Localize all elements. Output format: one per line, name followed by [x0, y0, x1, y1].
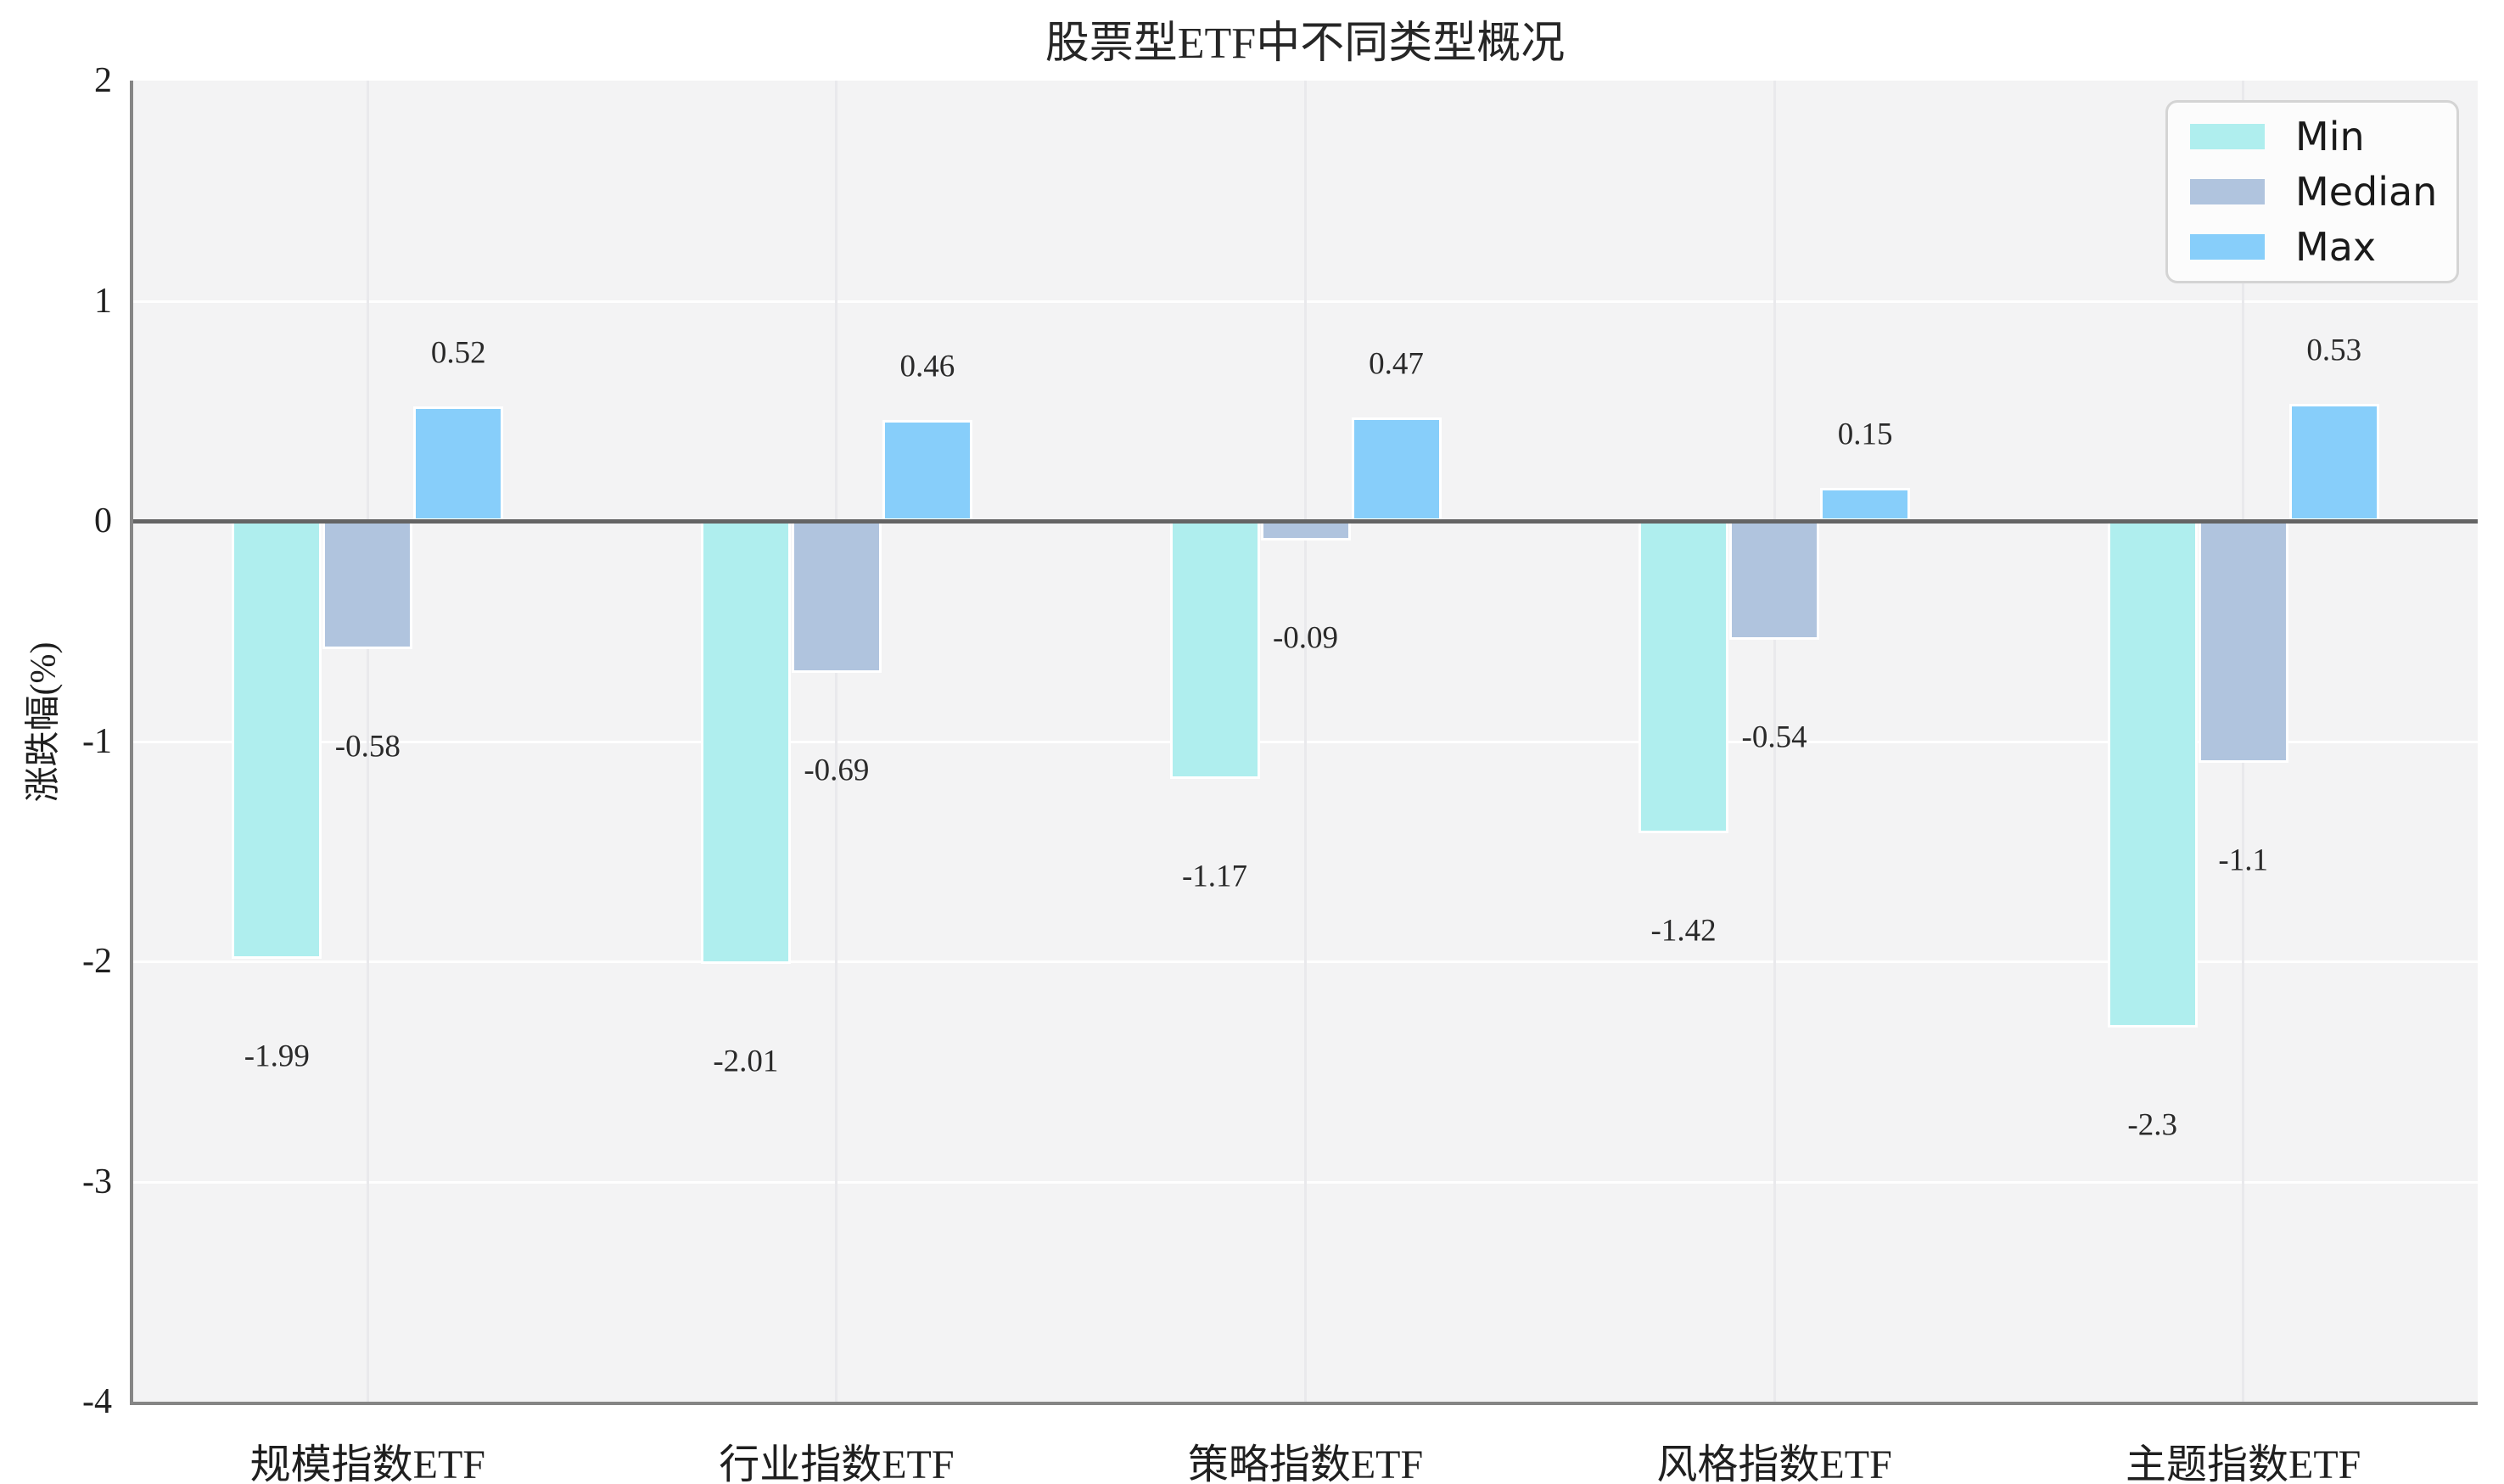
x-axis-spine [130, 1402, 2478, 1405]
y-tick-label: -3 [82, 1162, 112, 1201]
y-tick-label: -4 [82, 1382, 112, 1421]
legend-swatch-min [2190, 124, 2265, 150]
y-tick-label: 0 [94, 501, 112, 540]
bar-value-label-min-4: -1.42 [1650, 913, 1717, 949]
x-tick-label-2: 行业指数ETF [719, 1442, 955, 1484]
gridline-vertical [366, 81, 369, 1402]
gridline-vertical [1773, 81, 1776, 1402]
x-tick-label-4: 风格指数ETF [1656, 1442, 1892, 1484]
bar-value-label-max-3: 0.47 [1369, 346, 1424, 382]
legend-label-max: Max [2295, 223, 2377, 270]
bar-median-2 [791, 521, 882, 674]
legend-item-median: Median [2190, 172, 2448, 211]
bar-value-label-max-5: 0.53 [2306, 333, 2362, 368]
y-tick-label: 1 [94, 281, 112, 321]
bar-value-label-min-5: -2.3 [2127, 1107, 2177, 1143]
x-tick-label-5: 主题指数ETF [2126, 1442, 2361, 1484]
bar-median-3 [1260, 521, 1351, 541]
bar-median-1 [322, 521, 413, 649]
x-tick-label-1: 规模指数ETF [249, 1442, 485, 1484]
plot-area [133, 81, 2478, 1402]
legend-swatch-max [2190, 233, 2265, 260]
bar-max-1 [413, 406, 504, 521]
bar-value-label-median-2: -0.69 [804, 753, 870, 788]
legend-item-max: Max [2190, 227, 2448, 266]
bar-value-label-median-3: -0.09 [1272, 620, 1339, 656]
y-tick-label: -2 [82, 942, 112, 981]
y-axis-spine [130, 81, 133, 1405]
gridline-vertical [1304, 81, 1307, 1402]
zero-axis-line [133, 519, 2478, 524]
legend-label-min: Min [2295, 114, 2365, 160]
bar-value-label-min-2: -2.01 [713, 1044, 779, 1079]
legend: Min Median Max [2165, 100, 2459, 283]
bar-value-label-median-5: -1.1 [2218, 843, 2268, 878]
bar-value-label-max-1: 0.52 [430, 335, 486, 371]
bar-min-3 [1169, 521, 1260, 779]
y-tick-label: 2 [94, 61, 112, 100]
bar-min-2 [700, 521, 791, 964]
x-tick-label-3: 策略指数ETF [1187, 1442, 1424, 1484]
gridline-vertical [835, 81, 838, 1402]
bar-min-4 [1639, 521, 1729, 834]
bar-median-5 [2198, 521, 2288, 764]
bar-value-label-min-3: -1.17 [1181, 859, 1248, 894]
legend-item-min: Min [2190, 117, 2448, 156]
bar-value-label-max-4: 0.15 [1837, 417, 1893, 452]
bar-value-label-median-1: -0.58 [334, 729, 401, 764]
legend-swatch-median [2190, 178, 2265, 204]
bar-max-5 [2288, 404, 2379, 521]
bar-median-4 [1729, 521, 1820, 641]
bar-value-label-max-2: 0.46 [899, 349, 955, 384]
bar-max-2 [882, 419, 972, 521]
bar-min-1 [232, 521, 322, 960]
y-tick-label: -1 [82, 721, 112, 761]
bar-value-label-min-1: -1.99 [244, 1039, 310, 1074]
legend-label-median: Median [2295, 168, 2438, 215]
bar-min-5 [2107, 521, 2198, 1028]
bar-value-label-median-4: -0.54 [1741, 720, 1807, 755]
chart-title: 股票型ETF中不同类型概况 [1045, 20, 1566, 68]
bar-max-3 [1351, 417, 1442, 521]
bar-max-4 [1820, 488, 1911, 521]
